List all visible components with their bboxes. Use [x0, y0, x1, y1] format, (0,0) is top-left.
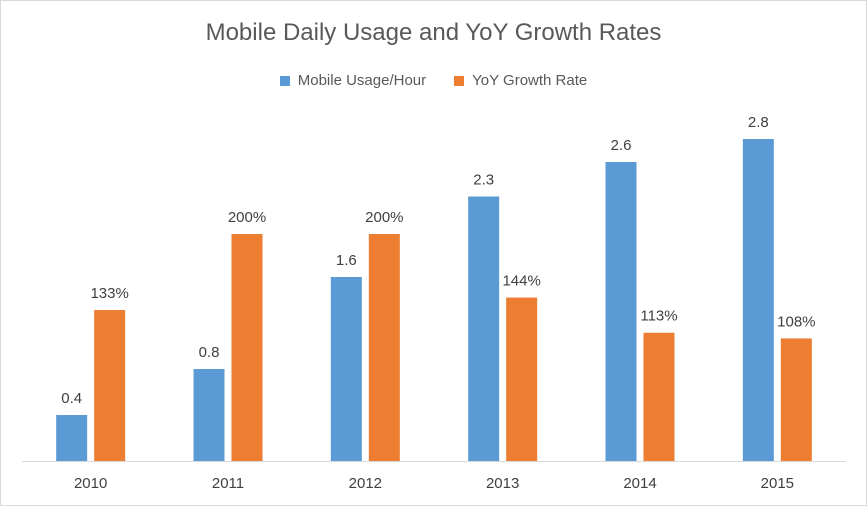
data-label-usage-2012: 1.6 [336, 252, 357, 269]
data-label-usage-2015: 2.8 [748, 114, 769, 131]
x-tick-label-2013: 2013 [486, 475, 519, 492]
bar-growth-2015 [780, 338, 812, 461]
legend: Mobile Usage/Hour YoY Growth Rate [1, 72, 866, 89]
x-tick-label-2011: 2011 [212, 475, 244, 492]
x-tick-label-2012: 2012 [349, 475, 382, 492]
bar-growth-2010 [94, 310, 126, 461]
data-label-growth-2015: 108% [777, 313, 815, 330]
bar-usage-2014 [605, 162, 637, 461]
x-tick-label-2015: 2015 [761, 475, 794, 492]
bar-usage-2011 [193, 369, 225, 461]
bar-usage-2013 [468, 196, 500, 461]
bar-growth-2014 [643, 332, 675, 461]
chart-title: Mobile Daily Usage and YoY Growth Rates [205, 19, 662, 46]
bar-growth-2012 [368, 234, 400, 461]
data-label-usage-2011: 0.8 [199, 344, 220, 361]
legend-swatch-usage [279, 75, 290, 86]
x-tick-label-2014: 2014 [623, 475, 656, 492]
data-label-growth-2014: 113% [640, 308, 677, 325]
data-label-growth-2013: 144% [502, 273, 540, 290]
legend-entry-growth: YoY Growth Rate [454, 72, 587, 89]
bar-usage-2012 [330, 277, 362, 461]
legend-label-growth: YoY Growth Rate [472, 72, 588, 89]
bar-growth-2011 [231, 234, 263, 461]
data-label-growth-2010: 133% [90, 285, 128, 302]
data-label-usage-2010: 0.4 [61, 390, 82, 407]
legend-swatch-growth [454, 75, 465, 86]
data-label-growth-2011: 200% [228, 209, 266, 226]
bar-usage-2015 [742, 139, 774, 461]
x-tick-label-2010: 2010 [74, 475, 107, 492]
data-label-growth-2012: 200% [365, 209, 403, 226]
bar-growth-2013 [506, 297, 538, 461]
data-label-usage-2014: 2.6 [611, 137, 632, 154]
legend-label-usage: Mobile Usage/Hour [297, 72, 427, 89]
legend-entry-usage: Mobile Usage/Hour [279, 72, 427, 89]
data-label-usage-2013: 2.3 [473, 172, 494, 189]
bar-usage-2010 [56, 415, 88, 461]
